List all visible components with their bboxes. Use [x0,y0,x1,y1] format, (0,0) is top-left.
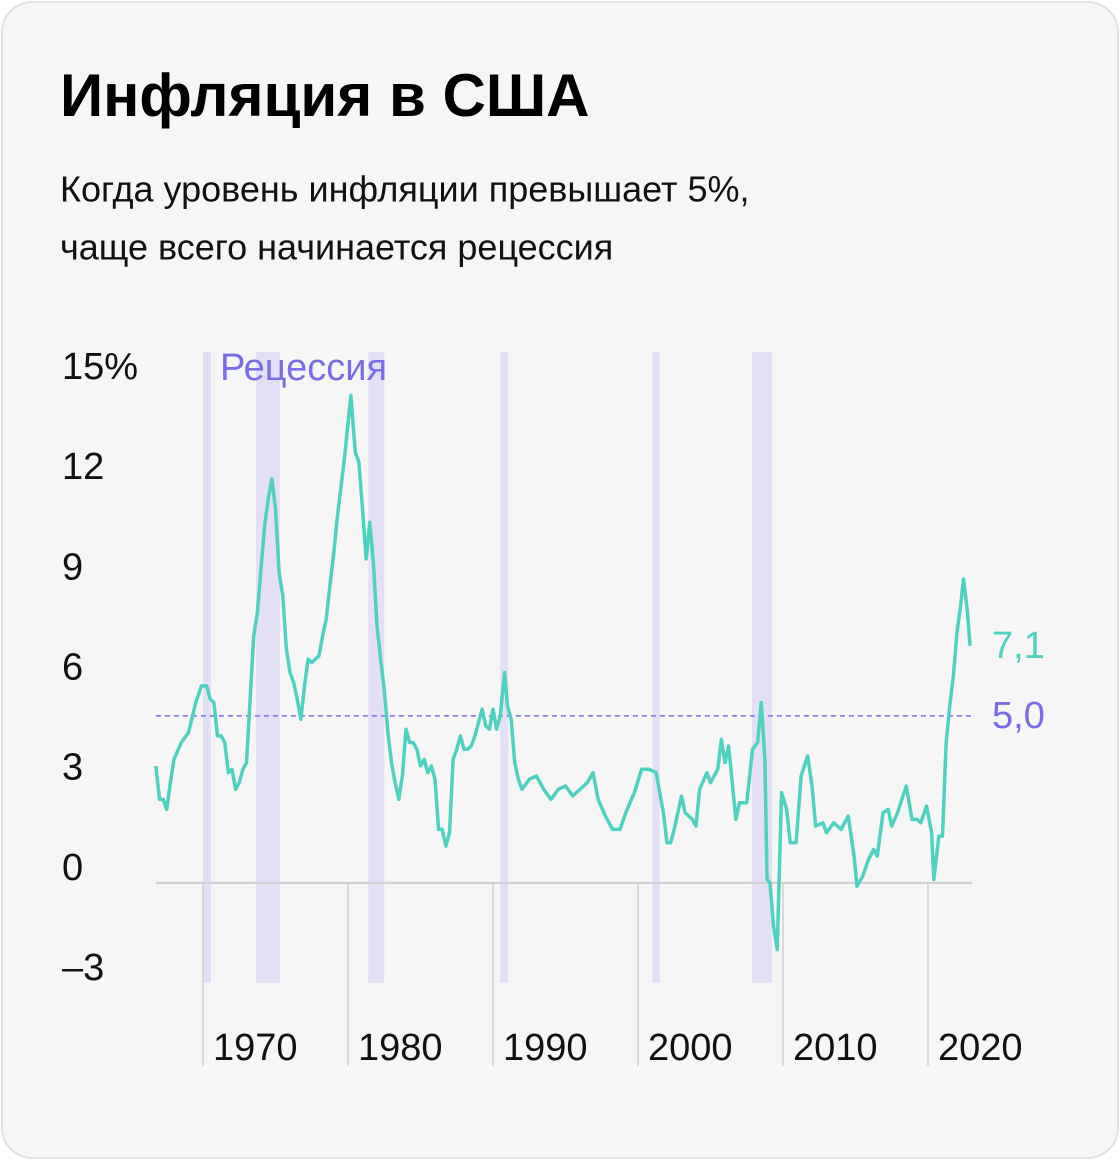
x-tick-label: 2020 [938,1027,1023,1069]
recession-band [203,352,211,983]
y-tick-label: 6 [62,647,83,689]
x-tick-label: 1980 [358,1027,443,1069]
x-tick-label: 2010 [793,1027,878,1069]
y-tick-label: 12 [62,446,104,488]
recession-band [500,352,509,983]
recession-band [255,352,280,983]
subtitle: Когда уровень инфляции превышает 5%, [60,169,750,210]
chart-title: Инфляция в США [60,62,589,129]
end-label: 7,1 [992,625,1045,667]
y-tick-label: –3 [62,947,104,989]
x-tick-label: 2000 [648,1027,733,1069]
y-tick-label: 0 [62,847,83,889]
recession-band [368,352,385,983]
x-tick-label: 1990 [503,1027,588,1069]
y-tick-label: 9 [62,546,83,588]
y-tick-label: 3 [62,747,83,789]
threshold-label: 5,0 [992,695,1045,737]
recession-label: Рецессия [220,347,387,389]
inflation-line [154,393,972,952]
y-tick-label: 15% [62,346,138,388]
x-tick-label: 1970 [213,1027,298,1069]
recession-band [652,352,660,983]
subtitle: чаще всего начинается рецессия [60,227,613,268]
